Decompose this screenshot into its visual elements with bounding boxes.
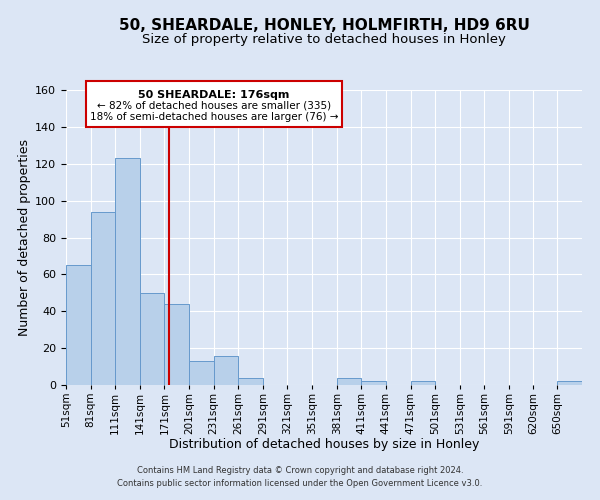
Text: 50 SHEARDALE: 176sqm: 50 SHEARDALE: 176sqm — [139, 90, 290, 100]
Bar — [214, 356, 238, 385]
Bar — [140, 293, 164, 385]
Text: 50, SHEARDALE, HONLEY, HOLMFIRTH, HD9 6RU: 50, SHEARDALE, HONLEY, HOLMFIRTH, HD9 6R… — [119, 18, 529, 32]
Bar — [361, 382, 386, 385]
Text: ← 82% of detached houses are smaller (335): ← 82% of detached houses are smaller (33… — [97, 100, 331, 110]
Bar — [164, 304, 189, 385]
Bar — [238, 378, 263, 385]
Bar — [115, 158, 140, 385]
Bar — [66, 265, 91, 385]
Bar — [189, 361, 214, 385]
Text: Contains HM Land Registry data © Crown copyright and database right 2024.
Contai: Contains HM Land Registry data © Crown c… — [118, 466, 482, 487]
FancyBboxPatch shape — [86, 81, 343, 127]
Bar — [410, 382, 435, 385]
Y-axis label: Number of detached properties: Number of detached properties — [18, 139, 31, 336]
X-axis label: Distribution of detached houses by size in Honley: Distribution of detached houses by size … — [169, 438, 479, 451]
Text: Size of property relative to detached houses in Honley: Size of property relative to detached ho… — [142, 32, 506, 46]
Text: 18% of semi-detached houses are larger (76) →: 18% of semi-detached houses are larger (… — [90, 112, 338, 122]
Bar — [337, 378, 361, 385]
Bar — [557, 382, 582, 385]
Bar — [91, 212, 115, 385]
